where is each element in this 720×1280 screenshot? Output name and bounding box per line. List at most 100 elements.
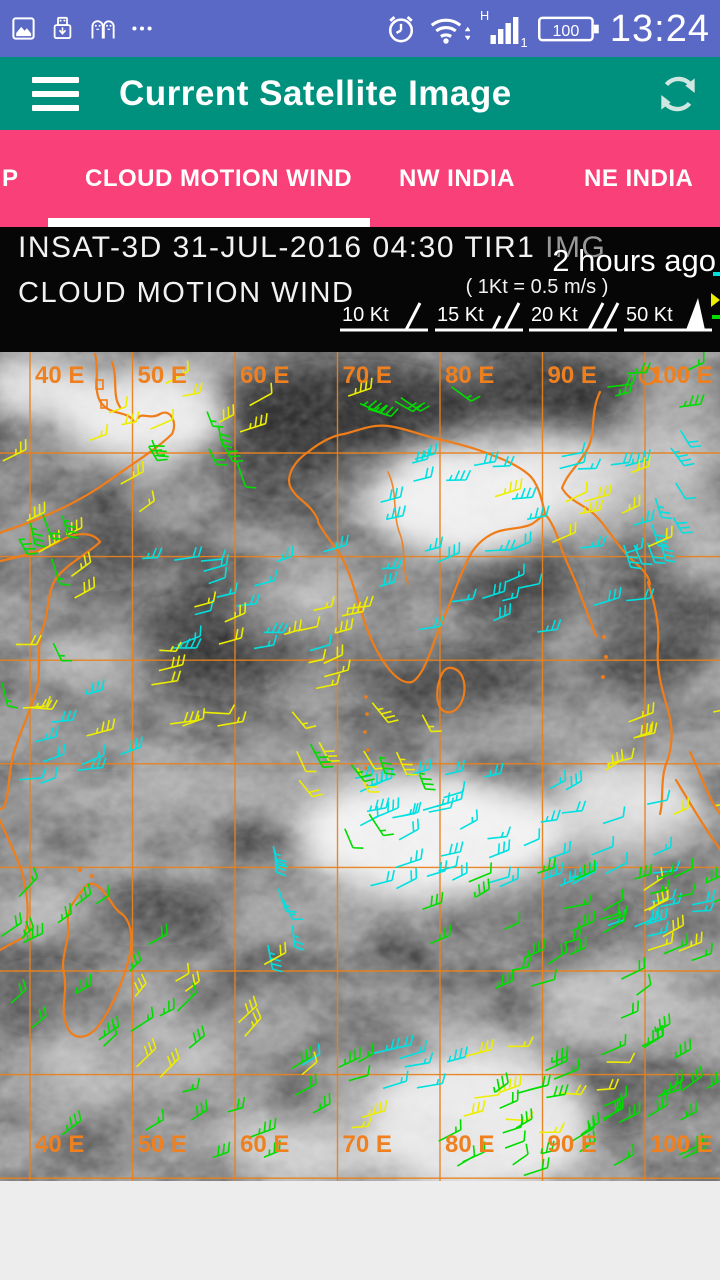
wind-barb bbox=[291, 1046, 313, 1069]
wind-barb bbox=[313, 595, 335, 612]
wind-barb bbox=[373, 797, 400, 819]
wind-barb bbox=[419, 616, 444, 631]
lon-label-top: 60 E bbox=[240, 362, 289, 389]
wind-barb bbox=[482, 580, 507, 600]
wind-barb bbox=[604, 748, 624, 772]
wind-barb bbox=[81, 744, 105, 766]
wind-barb bbox=[647, 932, 674, 952]
notification-icons bbox=[10, 15, 155, 42]
wind-barb bbox=[301, 1051, 318, 1076]
wind-barb bbox=[312, 1093, 331, 1114]
wind-barb bbox=[650, 879, 671, 895]
wind-barb bbox=[348, 1064, 371, 1082]
wind-barb bbox=[634, 863, 653, 880]
wind-barb bbox=[42, 514, 63, 540]
wind-barb bbox=[263, 622, 289, 634]
wind-barb bbox=[15, 634, 42, 646]
tab-label: NE INDIA bbox=[584, 164, 694, 192]
status-bar: H 1 100 13:24 bbox=[0, 0, 720, 57]
wind-barb bbox=[537, 857, 557, 874]
lon-label-bottom: 80 E bbox=[445, 1131, 494, 1158]
tab-cloud-motion-wind[interactable]: CLOUD MOTION WIND bbox=[85, 130, 352, 227]
wind-barb bbox=[463, 1100, 486, 1117]
wind-barb bbox=[334, 618, 354, 634]
wind-barbs bbox=[0, 352, 720, 1177]
wind-barb-legend: 10 Kt 15 Kt 20 Kt 50 Kt bbox=[340, 296, 716, 338]
wind-barb bbox=[492, 455, 515, 468]
wind-barb bbox=[18, 767, 47, 781]
wind-barb bbox=[583, 484, 613, 503]
wind-barb bbox=[358, 1043, 374, 1063]
wind-barb bbox=[647, 1094, 669, 1118]
wind-barb bbox=[602, 806, 626, 825]
wifi-icon bbox=[430, 18, 470, 44]
satellite-map-image[interactable]: 40 E 40 E 50 E 50 E 60 E 60 E 70 E 70 E 80 E 80 E… bbox=[0, 352, 720, 1181]
wind-barb bbox=[572, 910, 596, 932]
wind-barb bbox=[394, 400, 422, 413]
wind-barb bbox=[564, 928, 582, 944]
wind-barb bbox=[421, 714, 442, 733]
wind-barb bbox=[77, 757, 107, 771]
wind-barb bbox=[51, 709, 77, 723]
wind-barb bbox=[151, 670, 182, 686]
svg-text:15 Kt: 15 Kt bbox=[437, 304, 484, 326]
wind-barb bbox=[254, 569, 278, 587]
refresh-icon[interactable] bbox=[654, 70, 702, 118]
image-kind: IMG bbox=[545, 231, 607, 264]
wind-barb bbox=[636, 974, 652, 996]
clock: 13:24 bbox=[609, 7, 710, 50]
lon-label-bottom: 40 E bbox=[35, 1131, 84, 1158]
wind-barb bbox=[474, 1084, 503, 1099]
wind-barb bbox=[591, 836, 615, 856]
wind-barb bbox=[21, 917, 35, 939]
wind-barb bbox=[398, 818, 420, 841]
tab-ne-india[interactable]: NE INDIA bbox=[584, 130, 693, 227]
wind-barb bbox=[465, 1039, 494, 1057]
wind-barb bbox=[249, 382, 273, 407]
lon-label-top: 100 E bbox=[650, 362, 713, 389]
wind-barb bbox=[648, 525, 673, 548]
wind-barb bbox=[188, 1025, 206, 1049]
wind-barb bbox=[29, 522, 46, 548]
image-meta-line: INSAT-3D 31-JUL-2016 04:30 TIR1 IMG bbox=[18, 231, 606, 265]
wind-barb bbox=[159, 1047, 180, 1078]
wind-barb bbox=[121, 411, 140, 426]
wind-barb bbox=[625, 537, 644, 554]
tab-partial[interactable]: P bbox=[2, 130, 19, 227]
wind-barb bbox=[672, 516, 693, 534]
wind-barb bbox=[301, 1043, 321, 1066]
wind-barb bbox=[85, 679, 105, 695]
wind-barb bbox=[283, 619, 302, 636]
tab-label: NW INDIA bbox=[399, 164, 515, 192]
wind-barb bbox=[52, 642, 73, 662]
wind-barb bbox=[596, 1078, 620, 1091]
wind-barb bbox=[540, 809, 561, 823]
wind-barb bbox=[40, 767, 58, 784]
wind-barb bbox=[691, 942, 714, 962]
wind-barb bbox=[190, 1099, 208, 1121]
wind-barb bbox=[502, 1116, 524, 1134]
active-tab-indicator bbox=[48, 218, 370, 227]
wind-barb bbox=[404, 1052, 434, 1068]
wind-barb bbox=[663, 933, 689, 955]
wind-barb bbox=[224, 602, 247, 623]
wind-barb bbox=[86, 718, 116, 737]
wind-barb bbox=[440, 841, 464, 857]
wind-barb bbox=[548, 840, 572, 860]
wind-barb bbox=[657, 862, 675, 880]
wind-barb bbox=[361, 1100, 388, 1119]
menu-icon[interactable] bbox=[32, 76, 79, 111]
network-type-label: H bbox=[480, 9, 489, 23]
wind-barb bbox=[580, 535, 607, 549]
wind-barb bbox=[675, 482, 697, 500]
wind-barb bbox=[603, 889, 624, 912]
wind-barb bbox=[654, 498, 672, 520]
wind-barb bbox=[643, 1025, 664, 1049]
wind-barb bbox=[574, 859, 596, 881]
wind-barb bbox=[580, 1111, 601, 1136]
wind-barb bbox=[459, 809, 479, 830]
wind-barb bbox=[511, 956, 532, 972]
tab-nw-india[interactable]: NW INDIA bbox=[399, 130, 515, 227]
wind-barb bbox=[516, 1075, 546, 1095]
